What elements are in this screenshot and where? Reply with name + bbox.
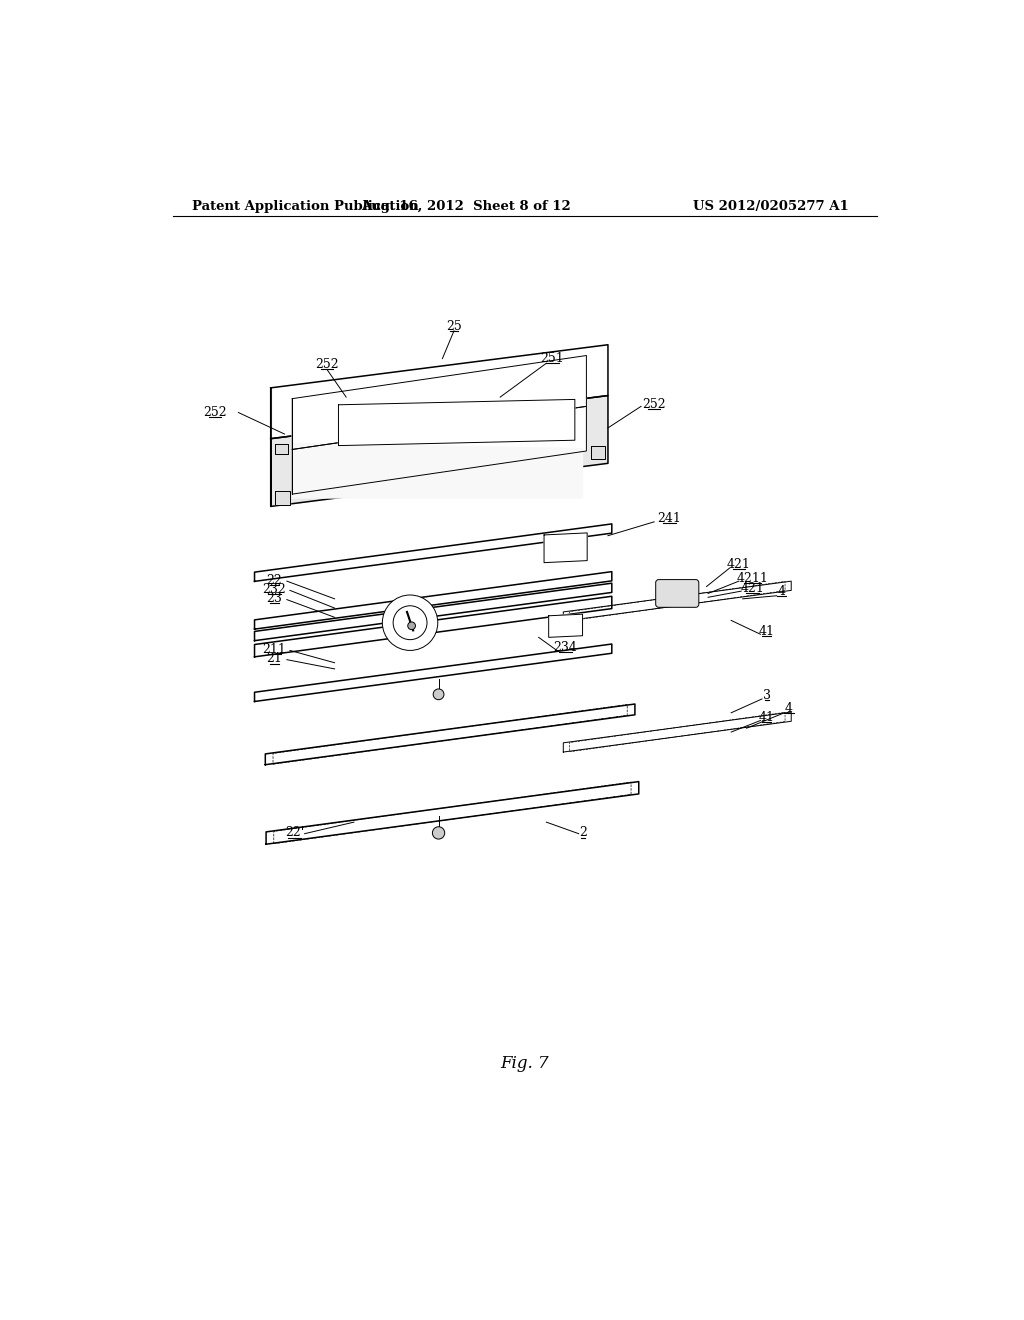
Polygon shape	[544, 533, 587, 562]
Text: 421: 421	[727, 557, 751, 570]
Text: 241: 241	[657, 512, 682, 525]
Text: 21: 21	[266, 652, 283, 665]
Text: 421: 421	[740, 582, 765, 594]
Text: US 2012/0205277 A1: US 2012/0205277 A1	[692, 199, 849, 213]
Text: 4: 4	[785, 702, 793, 714]
Text: 4: 4	[777, 585, 785, 598]
Polygon shape	[292, 407, 587, 494]
Polygon shape	[255, 572, 611, 630]
Text: 41: 41	[759, 624, 774, 638]
Text: 22: 22	[266, 574, 283, 587]
Polygon shape	[274, 491, 290, 506]
Circle shape	[433, 689, 444, 700]
Text: 251: 251	[541, 352, 564, 366]
Polygon shape	[255, 644, 611, 701]
Polygon shape	[292, 355, 587, 449]
Text: 22': 22'	[285, 826, 304, 840]
Polygon shape	[292, 444, 583, 498]
Text: 4211: 4211	[737, 572, 769, 585]
Polygon shape	[255, 583, 611, 640]
Polygon shape	[563, 711, 792, 752]
Polygon shape	[549, 614, 583, 638]
Polygon shape	[270, 396, 608, 507]
Polygon shape	[563, 581, 792, 622]
Text: 234: 234	[554, 640, 578, 653]
Polygon shape	[255, 524, 611, 581]
Text: 2: 2	[580, 826, 587, 840]
Text: 232: 232	[263, 583, 287, 597]
Circle shape	[393, 606, 427, 640]
Text: Fig. 7: Fig. 7	[501, 1055, 549, 1072]
Text: 252: 252	[204, 407, 227, 418]
Text: 252: 252	[315, 358, 339, 371]
Circle shape	[382, 595, 438, 651]
Text: 211: 211	[262, 643, 287, 656]
Text: 252: 252	[642, 399, 666, 412]
Circle shape	[408, 622, 416, 630]
Polygon shape	[266, 781, 639, 845]
Polygon shape	[265, 704, 635, 764]
Text: Aug. 16, 2012  Sheet 8 of 12: Aug. 16, 2012 Sheet 8 of 12	[360, 199, 570, 213]
Text: 23: 23	[266, 593, 283, 606]
Polygon shape	[274, 444, 289, 454]
Text: 3: 3	[763, 689, 771, 702]
Polygon shape	[270, 345, 608, 438]
Text: 25: 25	[446, 319, 462, 333]
Circle shape	[432, 826, 444, 840]
FancyBboxPatch shape	[655, 579, 698, 607]
Text: 41: 41	[759, 711, 774, 723]
Polygon shape	[339, 400, 574, 446]
Polygon shape	[255, 597, 611, 657]
Polygon shape	[591, 446, 605, 459]
Text: Patent Application Publication: Patent Application Publication	[193, 199, 419, 213]
